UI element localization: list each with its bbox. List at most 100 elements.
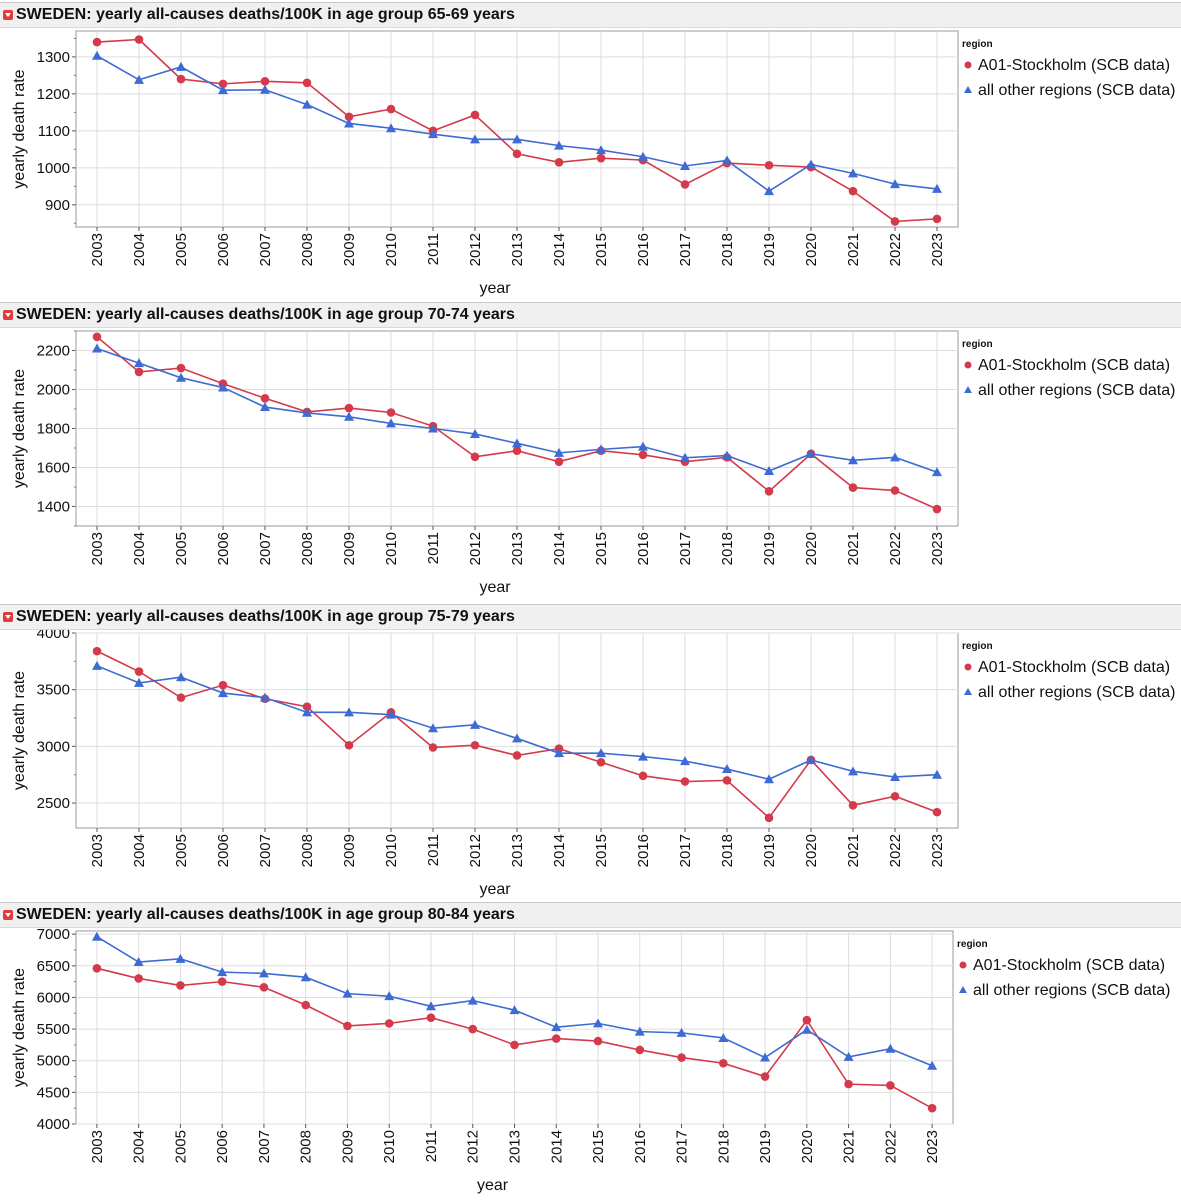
stockholm-point[interactable]: [384, 1019, 394, 1028]
stockholm-point[interactable]: [848, 801, 858, 810]
other-regions-point[interactable]: [806, 159, 816, 169]
other-regions-point[interactable]: [722, 155, 732, 165]
stockholm-point[interactable]: [470, 110, 480, 120]
other-regions-point[interactable]: [676, 1027, 687, 1037]
stockholm-point[interactable]: [638, 771, 648, 781]
stockholm-point[interactable]: [802, 1015, 812, 1025]
other-regions-point[interactable]: [843, 1051, 854, 1061]
stockholm-point[interactable]: [848, 483, 858, 492]
other-regions-point[interactable]: [344, 707, 354, 717]
other-regions-point[interactable]: [91, 931, 102, 941]
other-regions-point[interactable]: [593, 1018, 604, 1028]
other-regions-point[interactable]: [764, 774, 774, 784]
stockholm-point[interactable]: [176, 981, 185, 990]
other-regions-point[interactable]: [885, 1043, 896, 1053]
other-regions-point[interactable]: [509, 1005, 520, 1015]
legend-entry[interactable]: A01-Stockholm (SCB data): [973, 957, 1165, 974]
other-regions-point[interactable]: [217, 967, 228, 977]
other-regions-point[interactable]: [470, 719, 480, 729]
other-regions-point[interactable]: [218, 85, 228, 95]
stockholm-point[interactable]: [92, 646, 102, 656]
stockholm-point[interactable]: [722, 776, 732, 785]
other-regions-point[interactable]: [176, 672, 186, 682]
stockholm-point[interactable]: [890, 486, 900, 495]
other-regions-point[interactable]: [806, 754, 816, 764]
other-regions-point[interactable]: [218, 382, 228, 392]
stockholm-point[interactable]: [551, 1034, 561, 1043]
stockholm-point[interactable]: [593, 1036, 603, 1046]
other-regions-point[interactable]: [680, 452, 690, 462]
stockholm-point[interactable]: [301, 1000, 310, 1010]
stockholm-point[interactable]: [764, 160, 774, 170]
stockholm-point[interactable]: [344, 112, 354, 122]
other-regions-point[interactable]: [512, 733, 522, 743]
other-regions-point[interactable]: [428, 423, 438, 433]
other-regions-point[interactable]: [512, 438, 522, 448]
other-regions-point[interactable]: [344, 118, 354, 128]
other-regions-point[interactable]: [302, 99, 312, 109]
other-regions-point[interactable]: [386, 709, 396, 719]
stockholm-point[interactable]: [134, 667, 144, 676]
other-regions-point[interactable]: [384, 991, 395, 1001]
other-regions-point[interactable]: [932, 183, 942, 193]
other-regions-point[interactable]: [260, 84, 270, 94]
other-regions-point[interactable]: [932, 467, 942, 477]
other-regions-point[interactable]: [258, 968, 269, 978]
other-regions-point[interactable]: [718, 1032, 729, 1042]
stockholm-point[interactable]: [596, 153, 606, 163]
other-regions-point[interactable]: [176, 61, 186, 71]
other-regions-point[interactable]: [344, 411, 354, 421]
other-regions-point[interactable]: [551, 1022, 562, 1032]
stockholm-point[interactable]: [134, 974, 143, 983]
other-regions-point[interactable]: [134, 677, 144, 687]
stockholm-point[interactable]: [764, 486, 774, 496]
stockholm-point[interactable]: [554, 457, 564, 466]
stockholm-point[interactable]: [638, 450, 648, 460]
stockholm-point[interactable]: [677, 1053, 686, 1062]
other-regions-point[interactable]: [467, 995, 478, 1005]
stockholm-point[interactable]: [844, 1079, 853, 1089]
stockholm-point[interactable]: [512, 149, 522, 159]
stockholm-point[interactable]: [386, 104, 396, 114]
other-regions-point[interactable]: [634, 1026, 645, 1036]
other-regions-point[interactable]: [596, 748, 606, 758]
disclosure-triangle-icon[interactable]: [3, 910, 13, 920]
stockholm-point[interactable]: [468, 1024, 478, 1034]
stockholm-point[interactable]: [217, 977, 227, 986]
other-regions-point[interactable]: [175, 953, 186, 963]
stockholm-point[interactable]: [927, 1103, 937, 1113]
other-regions-point[interactable]: [302, 707, 312, 717]
stockholm-point[interactable]: [554, 157, 564, 167]
other-regions-point[interactable]: [722, 764, 732, 774]
stockholm-point[interactable]: [764, 813, 774, 823]
other-regions-point[interactable]: [680, 756, 690, 766]
other-regions-point[interactable]: [554, 140, 564, 150]
other-regions-point[interactable]: [927, 1060, 938, 1070]
other-regions-point[interactable]: [512, 134, 522, 144]
stockholm-point[interactable]: [92, 37, 102, 47]
stockholm-point[interactable]: [760, 1072, 770, 1081]
stockholm-point[interactable]: [302, 702, 312, 711]
stockholm-point[interactable]: [932, 504, 942, 514]
stockholm-point[interactable]: [260, 393, 270, 403]
legend-entry[interactable]: A01-Stockholm (SCB data): [978, 357, 1170, 374]
stockholm-point[interactable]: [428, 743, 438, 752]
other-regions-point[interactable]: [386, 123, 396, 133]
other-regions-point[interactable]: [760, 1052, 771, 1062]
other-regions-point[interactable]: [470, 134, 480, 144]
stockholm-point[interactable]: [218, 680, 228, 690]
other-regions-point[interactable]: [554, 447, 564, 457]
other-regions-point[interactable]: [470, 428, 480, 438]
stockholm-point[interactable]: [932, 214, 942, 224]
other-regions-point[interactable]: [848, 766, 858, 776]
stockholm-point[interactable]: [302, 78, 312, 88]
stockholm-point[interactable]: [176, 74, 186, 84]
other-regions-point[interactable]: [596, 145, 606, 155]
legend-entry[interactable]: all other regions (SCB data): [978, 82, 1175, 99]
other-regions-point[interactable]: [764, 466, 774, 476]
other-regions-point[interactable]: [638, 751, 648, 761]
other-regions-point[interactable]: [890, 179, 900, 189]
other-regions-point[interactable]: [848, 455, 858, 465]
other-regions-point[interactable]: [848, 168, 858, 178]
other-regions-point[interactable]: [92, 660, 102, 670]
